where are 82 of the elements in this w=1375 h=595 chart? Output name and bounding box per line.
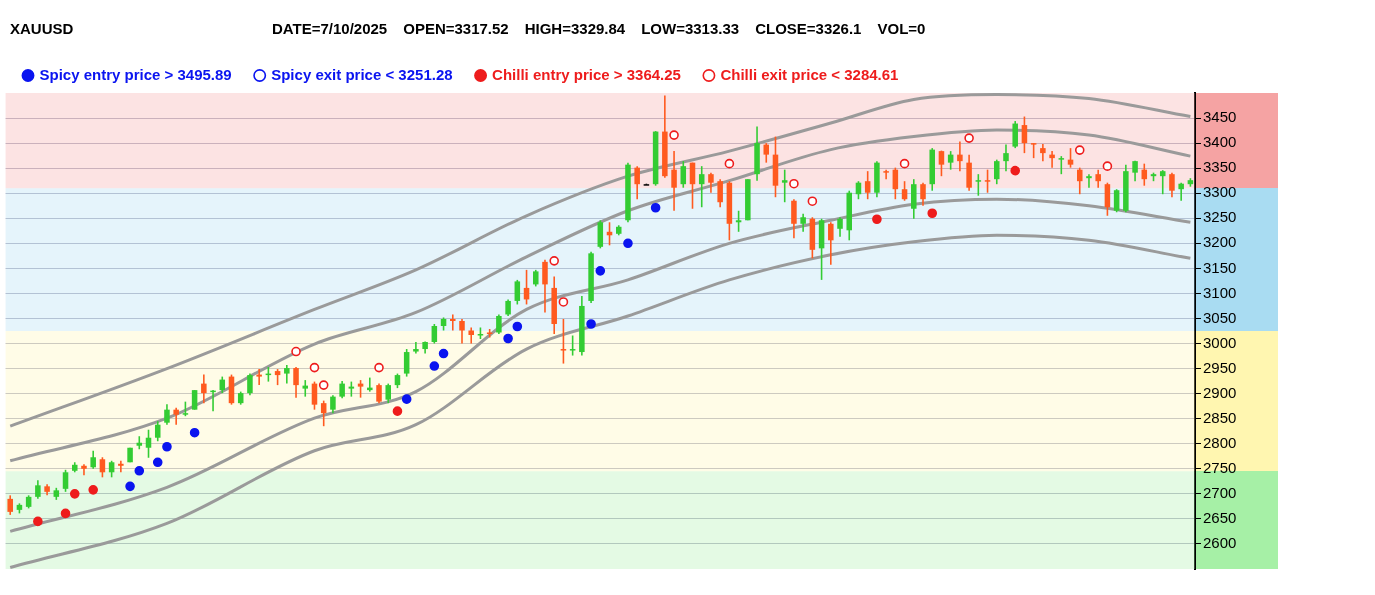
point: [429, 361, 440, 371]
legend-label: Chilli entry price > 3364.25: [492, 65, 681, 83]
candlestick: [957, 141, 963, 172]
point: [503, 333, 513, 344]
point: [401, 394, 412, 404]
candlestick: [302, 380, 309, 397]
y-tick-label: 2750: [1203, 458, 1237, 476]
point: [134, 465, 145, 476]
text: VOL=0: [877, 20, 926, 38]
candlestick: [1049, 151, 1055, 168]
y-tick-label: 3100: [1203, 283, 1237, 301]
point: [291, 346, 301, 357]
point: [549, 256, 559, 266]
line-series: [8, 197, 1192, 533]
candlestick: [1086, 174, 1092, 188]
point: [1010, 165, 1021, 176]
text: CLOSE=3326.1: [755, 20, 862, 38]
legend-label: Spicy entry price > 3495.89: [39, 65, 232, 83]
point: [88, 485, 98, 495]
y-tick-label: 3200: [1203, 233, 1237, 251]
point: [33, 516, 43, 527]
text: LOW=3313.33: [641, 20, 740, 38]
candlestick: [468, 327, 474, 344]
y-tick-label: 3050: [1203, 308, 1237, 326]
y-tick-label: 2700: [1203, 483, 1237, 501]
point: [595, 266, 606, 276]
y-tick-label: 3250: [1203, 208, 1237, 226]
point: [125, 481, 135, 492]
point: [669, 130, 679, 140]
y-tick-label: 2650: [1203, 509, 1237, 527]
point: [512, 321, 523, 332]
point: [309, 362, 320, 373]
point: [899, 158, 910, 169]
y-tick-label: 3400: [1203, 133, 1237, 151]
y-tick-label: 3450: [1203, 108, 1237, 126]
candlestick: [1178, 182, 1184, 201]
point: [872, 214, 882, 225]
point: [69, 489, 80, 499]
point: [152, 457, 163, 468]
point: [558, 297, 569, 307]
point: [650, 202, 661, 213]
point: [927, 208, 938, 219]
y-tick-label: 3000: [1203, 333, 1237, 351]
candlestick: [118, 460, 124, 473]
point: [162, 441, 172, 452]
y-tick-label: 3350: [1203, 158, 1237, 176]
candlestick: [883, 169, 889, 180]
legend-label: Spicy exit price < 3251.28: [271, 65, 453, 83]
point: [1102, 161, 1113, 171]
point: [623, 238, 633, 249]
chart-title: XAUUSD: [10, 20, 74, 38]
point: [1074, 145, 1085, 155]
point: [724, 158, 735, 169]
point: [586, 319, 596, 329]
candlestick: [781, 169, 788, 203]
point: [189, 427, 200, 438]
line-series: [8, 93, 1192, 428]
point: [318, 380, 329, 390]
line-series: [8, 128, 1192, 463]
legend-label: Chilli exit price < 3284.61: [720, 65, 899, 83]
point: [964, 133, 974, 143]
y-tick-label: 2800: [1203, 433, 1237, 451]
point: [789, 178, 799, 189]
point: [438, 348, 449, 359]
y-tick-label: 2600: [1203, 534, 1237, 552]
y-tick-label: 3150: [1203, 258, 1237, 276]
candlestick: [413, 342, 419, 354]
text: OPEN=3317.52: [403, 20, 509, 38]
candlestick: [698, 166, 705, 208]
y-tick-label: 2900: [1203, 383, 1237, 401]
point: [374, 362, 384, 373]
line-series: [8, 233, 1192, 569]
text: DATE=7/10/2025: [272, 20, 388, 38]
point: [392, 406, 403, 416]
text: HIGH=3329.84: [524, 20, 626, 38]
point: [60, 508, 71, 519]
point: [807, 196, 818, 207]
candlestick: [256, 369, 262, 386]
y-tick-label: 2950: [1203, 358, 1237, 376]
candlestick: [450, 314, 456, 331]
y-tick-label: 3300: [1203, 183, 1237, 201]
y-tick-label: 2850: [1203, 408, 1237, 426]
